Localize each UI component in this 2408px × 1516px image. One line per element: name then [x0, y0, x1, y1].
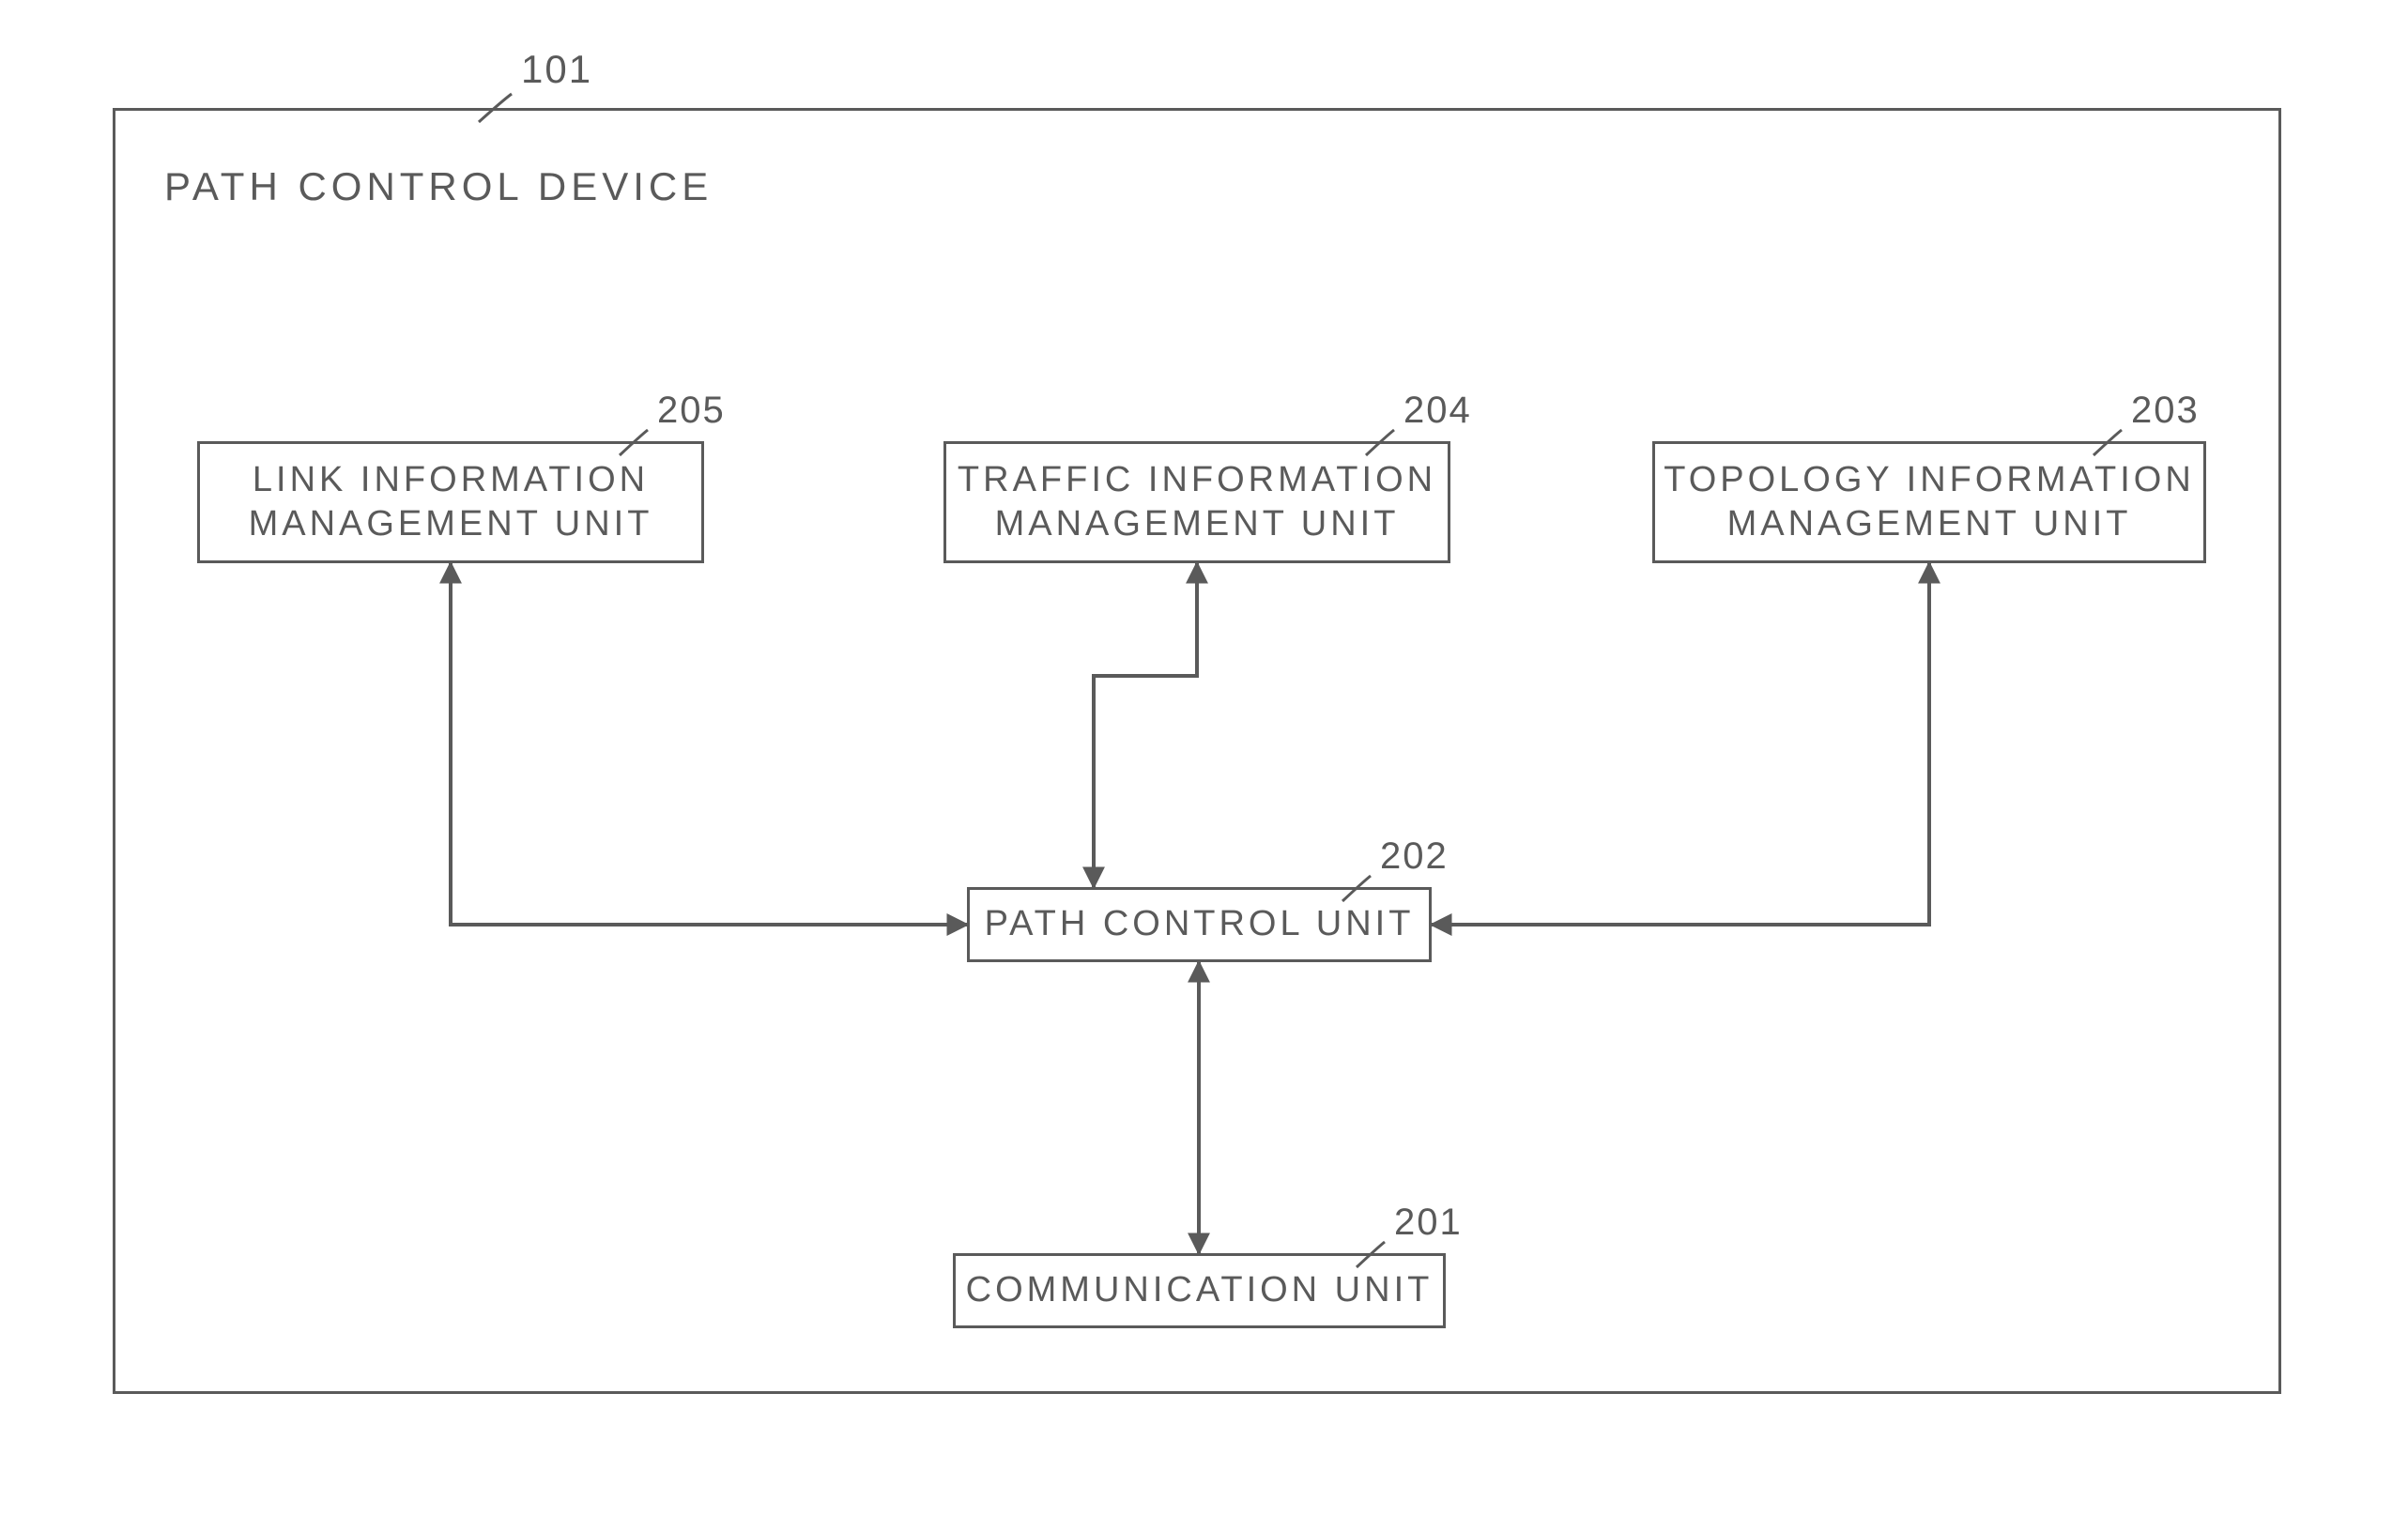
diagram-canvas: PATH CONTROL DEVICE 101 LINK INFORMATION…	[0, 0, 2408, 1516]
edge-link_info-path_control	[451, 563, 967, 925]
edges-layer	[0, 0, 2408, 1516]
edge-traffic_info-path_control	[1094, 563, 1197, 887]
edge-topology_info-path_control	[1432, 563, 1929, 925]
